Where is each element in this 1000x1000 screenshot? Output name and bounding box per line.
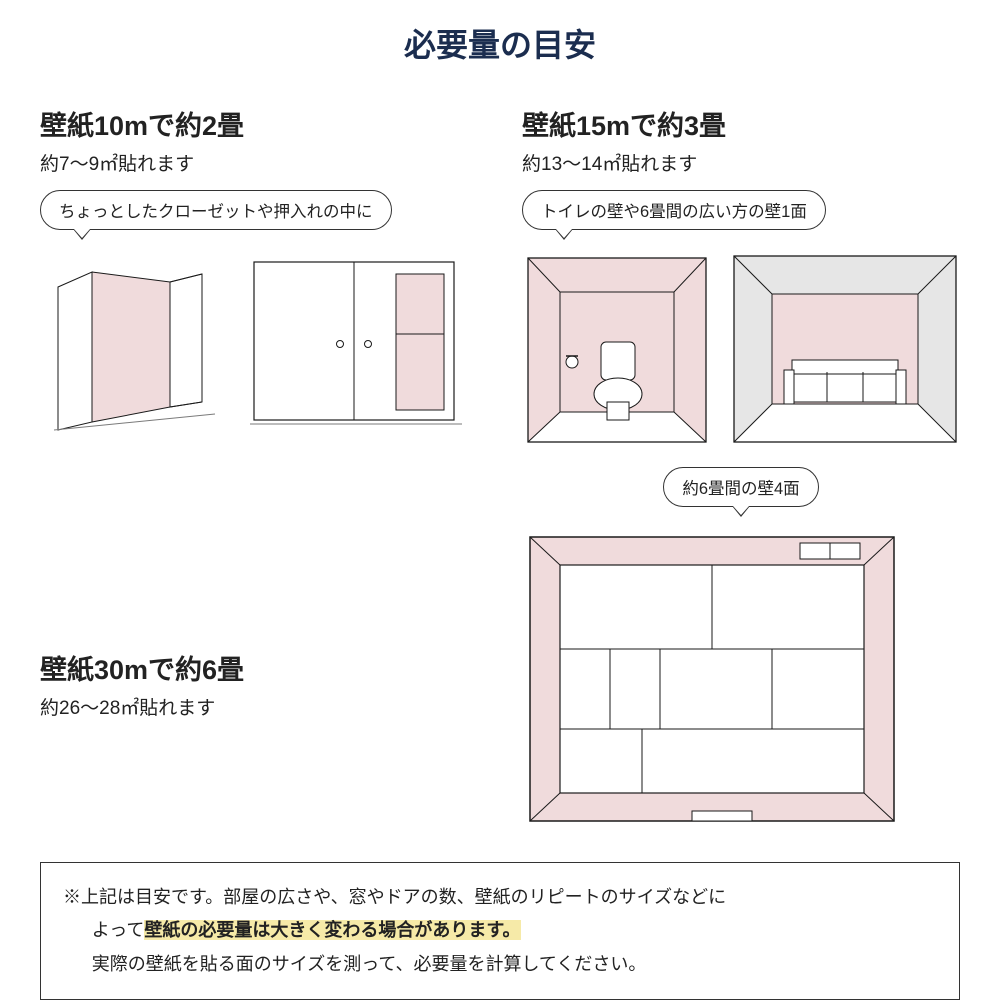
section-15m-heading: 壁紙15mで約3畳 <box>522 104 960 143</box>
section-15m-sub: 約13～14㎡貼れます <box>522 149 960 176</box>
note-box: ※上記は目安です。部屋の広さや、窓やドアの数、壁紙のリピートのサイズなどに よっ… <box>40 862 960 1000</box>
section-10m-heading: 壁紙10mで約2畳 <box>40 104 472 143</box>
section-30m: 壁紙30mで約6畳 約26～28㎡貼れます <box>40 568 472 734</box>
section-30m-bubble: 約6畳間の壁4面 <box>663 467 818 507</box>
section-10m-illustrations <box>40 252 472 432</box>
room-plan-icon <box>522 529 902 829</box>
section-15m-bubble: トイレの壁や6畳間の広い方の壁1面 <box>522 190 826 230</box>
note-line2-wrap: よって壁紙の必要量は大きく変わる場合があります。 <box>63 914 937 947</box>
note-line3: 実際の壁紙を貼る面のサイズを測って、必要量を計算してください。 <box>63 948 937 981</box>
room-one-wall-icon <box>730 252 960 447</box>
note-highlight: 壁紙の必要量は大きく変わる場合があります。 <box>144 920 520 940</box>
note-line1: ※上記は目安です。部屋の広さや、窓やドアの数、壁紙のリピートのサイズなどに <box>63 887 726 907</box>
page-title: 必要量の目安 <box>40 20 960 66</box>
section-10m-bubble: ちょっとしたクローゼットや押入れの中に <box>40 190 392 230</box>
section-15m: 壁紙15mで約3畳 約13～14㎡貼れます トイレの壁や6畳間の広い方の壁1面 <box>522 104 960 447</box>
section-30m-sub: 約26～28㎡貼れます <box>40 693 472 720</box>
sliding-cabinet-icon <box>248 252 468 432</box>
section-30m-illustration-wrap: 約6畳間の壁4面 <box>522 467 960 834</box>
note-line2-prefix: よって <box>92 920 145 940</box>
section-15m-illustrations <box>522 252 960 447</box>
section-30m-heading: 壁紙30mで約6畳 <box>40 648 472 687</box>
section-10m-sub: 約7～9㎡貼れます <box>40 149 472 176</box>
section-10m: 壁紙10mで約2畳 約7～9㎡貼れます ちょっとしたクローゼットや押入れの中に <box>40 104 472 447</box>
sections-grid: 壁紙10mで約2畳 約7～9㎡貼れます ちょっとしたクローゼットや押入れの中に <box>40 104 960 834</box>
closet-open-icon <box>40 252 230 432</box>
toilet-room-icon <box>522 252 712 447</box>
